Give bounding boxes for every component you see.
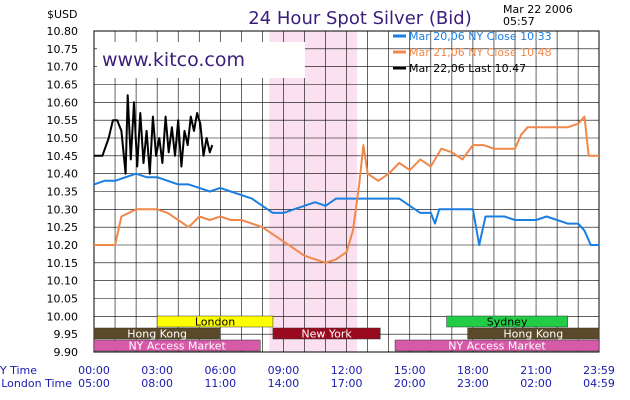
series-line-2 — [94, 115, 599, 264]
ny-time-tick: 03:00 — [141, 364, 173, 377]
london-time-tick: 11:00 — [204, 377, 236, 390]
y-unit-label: $USD — [47, 8, 78, 21]
y-tick-label: 10.60 — [47, 96, 79, 109]
session-label: NY Access Market — [448, 340, 546, 353]
watermark-text: www.kitco.com — [102, 49, 245, 71]
ny-time-tick: 12:00 — [331, 364, 363, 377]
london-time-row-label: London Time — [1, 377, 72, 390]
y-tick-label: 9.95 — [54, 328, 79, 341]
session-bar — [467, 327, 600, 340]
y-tick-label: 10.20 — [47, 239, 79, 252]
ny-time-tick: 15:00 — [394, 364, 426, 377]
london-time-tick: 08:00 — [141, 377, 173, 390]
y-tick-label: 10.50 — [47, 132, 79, 145]
ny-time-tick: 23:59 — [583, 364, 615, 377]
y-axis-ticks: 10.80 10.75 10.70 10.65 10.60 10.55 10.50 10.45… — [47, 25, 79, 359]
chart-title: 24 Hour Spot Silver (Bid) — [248, 8, 471, 29]
y-tick-label: 10.65 — [47, 79, 79, 92]
london-time-tick: 02:00 — [520, 377, 552, 390]
y-tick-label: 10.55 — [47, 114, 79, 127]
y-tick-label: 10.70 — [47, 61, 79, 74]
session-label: Sydney — [487, 316, 528, 329]
london-time-tick: 14:00 — [268, 377, 300, 390]
legend-entry: Mar 21,06 NY Close 10.48 — [409, 46, 552, 59]
y-tick-label: 10.10 — [47, 275, 79, 288]
series-line-3 — [94, 94, 214, 175]
session-label: NY Access Market — [128, 340, 226, 353]
ny-time-tick: 06:00 — [204, 364, 236, 377]
y-tick-label: 10.15 — [47, 257, 79, 270]
session-bar — [93, 339, 261, 352]
ny-time-row-label: NY Time — [0, 364, 37, 377]
ny-time-tick: 18:00 — [457, 364, 489, 377]
y-tick-label: 10.35 — [47, 186, 79, 199]
y-tick-label: 10.40 — [47, 168, 79, 181]
london-time-tick: 05:00 — [78, 377, 110, 390]
session-label: Hong Kong — [503, 328, 563, 341]
y-tick-label: 10.80 — [47, 25, 79, 38]
y-tick-label: 10.25 — [47, 221, 79, 234]
session-label: London — [195, 316, 235, 329]
london-time-tick: 23:00 — [457, 377, 489, 390]
ny-time-tick: 09:00 — [268, 364, 300, 377]
date-stamp: Mar 22 2006 — [503, 3, 573, 16]
legend: Mar 20,06 NY Close 10.33 Mar 21,06 NY Clo… — [393, 30, 552, 75]
session-bar — [93, 327, 221, 340]
session-label: Hong Kong — [127, 328, 187, 341]
y-tick-label: 9.90 — [54, 346, 79, 359]
y-tick-label: 10.45 — [47, 150, 79, 163]
session-bar — [394, 339, 600, 352]
session-bar — [156, 315, 274, 328]
session-label: New York — [301, 328, 352, 341]
ny-time-tick: 21:00 — [520, 364, 552, 377]
y-tick-label: 10.05 — [47, 293, 79, 306]
ny-time-tick: 00:00 — [78, 364, 110, 377]
time-stamp: 05:57 — [503, 15, 535, 28]
legend-entry: Mar 22,06 Last 10.47 — [409, 62, 526, 75]
london-time-tick: 17:00 — [331, 377, 363, 390]
legend-entry: Mar 20,06 NY Close 10.33 — [409, 30, 552, 43]
london-time-tick: 04:59 — [583, 377, 615, 390]
session-bar — [272, 327, 381, 340]
y-tick-label: 10.30 — [47, 203, 79, 216]
y-tick-label: 10.00 — [47, 310, 79, 323]
london-time-tick: 20:00 — [394, 377, 426, 390]
y-tick-label: 10.75 — [47, 43, 79, 56]
session-bar — [446, 315, 568, 328]
watermark-box — [97, 42, 305, 78]
